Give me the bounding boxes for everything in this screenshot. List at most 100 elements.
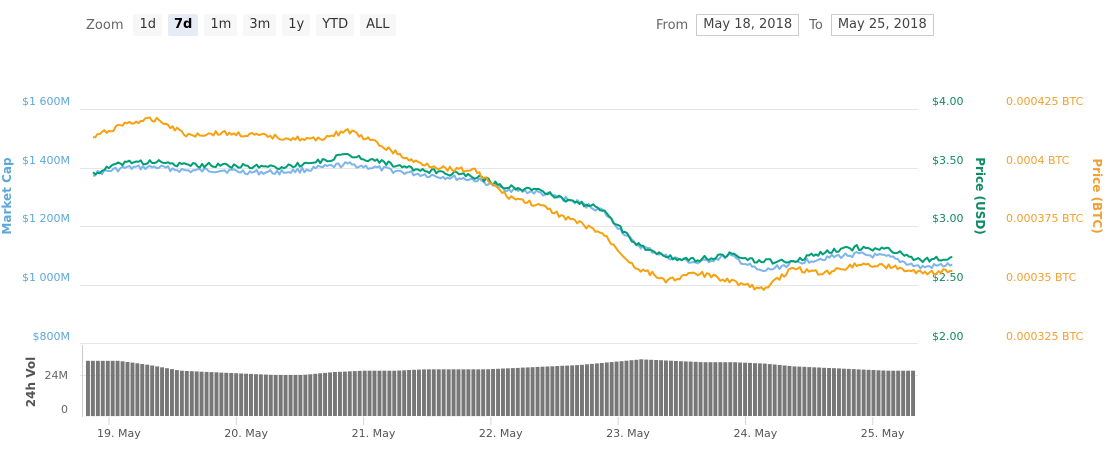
zoom-1d-button[interactable]: 1d xyxy=(133,14,163,36)
volume-bar xyxy=(155,366,160,416)
volume-bar xyxy=(901,370,906,416)
volume-bar xyxy=(609,362,614,416)
volume-bar xyxy=(708,362,713,416)
volume-bar xyxy=(817,367,822,416)
volume-bar xyxy=(372,370,377,416)
volume-bar xyxy=(224,372,229,416)
x-tick-label: 25. May xyxy=(861,427,905,440)
volume-bar xyxy=(718,362,723,416)
volume-bar xyxy=(387,370,392,416)
volume-bar xyxy=(703,362,708,416)
volume-bar xyxy=(170,369,174,416)
volume-bar xyxy=(866,369,871,416)
volume-bar xyxy=(649,359,654,416)
volume-bar xyxy=(357,370,362,416)
volume-bar xyxy=(822,367,827,416)
volume-bar xyxy=(505,368,510,416)
price-lines xyxy=(92,116,953,291)
volume-bar xyxy=(422,369,426,416)
volume-bar xyxy=(110,360,115,417)
volume-bar xyxy=(318,373,323,416)
volume-bar xyxy=(486,369,491,416)
volume-bar xyxy=(456,369,461,417)
market-cap-line xyxy=(92,161,953,273)
volume-bar xyxy=(125,362,130,416)
volume-bar xyxy=(273,374,278,416)
volume-bar xyxy=(501,368,505,416)
volume-bar xyxy=(871,370,876,416)
volume-bar xyxy=(328,372,333,416)
volume-bar xyxy=(827,368,832,416)
volume-bar xyxy=(589,363,594,416)
volume-bar xyxy=(802,366,807,416)
x-tick-label: 24. May xyxy=(734,427,778,440)
volume-bar xyxy=(115,360,120,417)
volume-bar xyxy=(466,369,471,417)
zoom-1y-button[interactable]: 1y xyxy=(282,14,311,36)
volume-bar xyxy=(313,373,318,416)
volume-bar xyxy=(431,369,436,417)
to-label: To xyxy=(809,17,823,33)
from-label: From xyxy=(656,17,689,33)
market-cap-axis-title: Market Cap xyxy=(0,157,14,235)
zoom-7d-button[interactable]: 7d xyxy=(168,14,199,36)
zoom-1m-button[interactable]: 1m xyxy=(204,14,238,36)
price-btc-axis: 0.000425 BTC 0.0004 BTC 0.000375 BTC 0.0… xyxy=(1006,95,1084,343)
volume-bar xyxy=(100,360,105,417)
volume-bar xyxy=(693,361,698,416)
volume-bar xyxy=(629,360,634,416)
volume-bar xyxy=(471,369,476,417)
volume-bar xyxy=(476,369,481,417)
volume-bar xyxy=(323,372,328,416)
volume-bar xyxy=(733,362,738,416)
date-range: From May 18, 2018 To May 25, 2018 xyxy=(656,14,934,36)
volume-bar xyxy=(748,362,752,416)
volume-bar xyxy=(417,369,421,416)
volume-bar xyxy=(342,371,347,416)
volume-bar xyxy=(204,371,209,416)
volume-bar xyxy=(787,365,792,416)
volume-bar xyxy=(757,363,762,416)
volume-bar xyxy=(560,365,565,416)
volume-bar xyxy=(209,372,214,416)
btc-tick: 0.000425 BTC xyxy=(1006,95,1084,108)
from-date-input[interactable]: May 18, 2018 xyxy=(696,14,800,36)
volume-bar xyxy=(639,359,644,416)
zoom-3m-button[interactable]: 3m xyxy=(243,14,277,36)
volume-bar xyxy=(550,366,555,416)
volume-bar xyxy=(234,373,239,416)
volume-bar xyxy=(881,370,886,416)
volume-bar xyxy=(140,364,145,416)
volume-bar xyxy=(530,367,535,416)
x-tick-label: 21. May xyxy=(352,427,396,440)
volume-bar xyxy=(293,374,298,416)
volume-bar xyxy=(540,366,545,416)
volume-bar xyxy=(392,370,397,416)
volume-bar xyxy=(624,360,629,416)
volume-bar xyxy=(308,374,313,416)
to-date-input[interactable]: May 25, 2018 xyxy=(830,14,934,36)
volume-bar xyxy=(767,364,772,416)
volume-bar xyxy=(535,366,540,416)
price-btc-axis-title: Price (BTC) xyxy=(1090,158,1104,233)
volume-bar xyxy=(683,361,688,416)
volume-bar xyxy=(258,374,263,416)
volume-bar xyxy=(288,374,293,416)
volume-bar xyxy=(594,363,599,416)
volume-bar xyxy=(753,363,757,416)
volume-axis: 24M 0 xyxy=(45,369,69,416)
zoom-all-button[interactable]: ALL xyxy=(360,14,396,36)
market-cap-axis: $1 600M $1 400M $1 200M $1 000M $800M xyxy=(22,95,70,343)
volume-bar xyxy=(219,372,224,416)
btc-tick: 0.000325 BTC xyxy=(1006,330,1084,343)
mcap-tick: $800M xyxy=(33,330,71,343)
volume-bar xyxy=(664,360,668,416)
volume-bar xyxy=(659,360,664,416)
volume-bar xyxy=(451,369,456,417)
volume-bar xyxy=(407,370,412,416)
volume-bar xyxy=(283,374,288,416)
x-tick-label: 22. May xyxy=(479,427,523,440)
volume-bar xyxy=(688,361,693,416)
zoom-ytd-button[interactable]: YTD xyxy=(316,14,355,36)
